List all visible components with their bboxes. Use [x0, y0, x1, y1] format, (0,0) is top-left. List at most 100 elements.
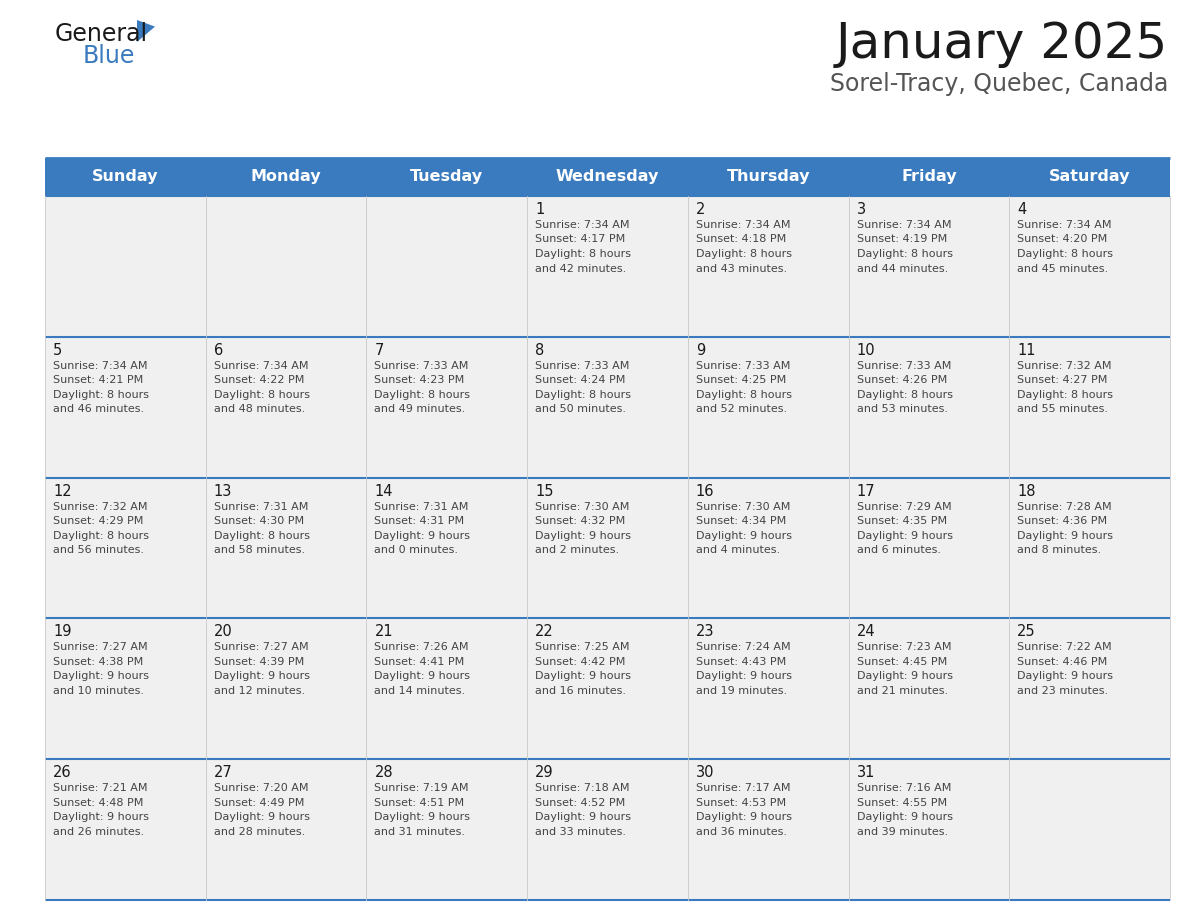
Bar	[1010, 619, 1170, 759]
Text: and 50 minutes.: and 50 minutes.	[535, 404, 626, 414]
Bar	[206, 477, 366, 619]
Text: Tuesday: Tuesday	[410, 170, 484, 185]
Text: Sunrise: 7:34 AM: Sunrise: 7:34 AM	[1017, 220, 1112, 230]
Text: and 42 minutes.: and 42 minutes.	[535, 263, 626, 274]
Text: Daylight: 8 hours: Daylight: 8 hours	[535, 249, 631, 259]
Text: Sunset: 4:43 PM: Sunset: 4:43 PM	[696, 657, 786, 666]
Text: Sunrise: 7:33 AM: Sunrise: 7:33 AM	[374, 361, 469, 371]
Bar	[527, 477, 688, 619]
Text: Sunset: 4:34 PM: Sunset: 4:34 PM	[696, 516, 786, 526]
Text: Daylight: 8 hours: Daylight: 8 hours	[374, 390, 470, 400]
Text: and 12 minutes.: and 12 minutes.	[214, 686, 305, 696]
Text: Sunrise: 7:31 AM: Sunrise: 7:31 AM	[214, 501, 308, 511]
Text: Sunrise: 7:27 AM: Sunrise: 7:27 AM	[214, 643, 309, 653]
Text: and 6 minutes.: and 6 minutes.	[857, 545, 941, 555]
Bar	[206, 619, 366, 759]
Text: 11: 11	[1017, 342, 1036, 358]
Text: Thursday: Thursday	[727, 170, 810, 185]
Text: Saturday: Saturday	[1049, 170, 1131, 185]
Text: 19: 19	[53, 624, 71, 640]
Text: and 21 minutes.: and 21 minutes.	[857, 686, 948, 696]
Text: Daylight: 9 hours: Daylight: 9 hours	[53, 671, 148, 681]
Text: Sunrise: 7:31 AM: Sunrise: 7:31 AM	[374, 501, 469, 511]
Text: Sunset: 4:18 PM: Sunset: 4:18 PM	[696, 234, 786, 244]
Text: and 53 minutes.: and 53 minutes.	[857, 404, 948, 414]
Bar	[848, 337, 1010, 477]
Text: Daylight: 9 hours: Daylight: 9 hours	[857, 671, 953, 681]
Text: Daylight: 8 hours: Daylight: 8 hours	[696, 390, 792, 400]
Bar	[206, 759, 366, 900]
Text: 22: 22	[535, 624, 554, 640]
Bar	[366, 619, 527, 759]
Text: 9: 9	[696, 342, 706, 358]
Text: 6: 6	[214, 342, 223, 358]
Text: Sunrise: 7:33 AM: Sunrise: 7:33 AM	[696, 361, 790, 371]
Text: 31: 31	[857, 766, 874, 780]
Text: Sunrise: 7:26 AM: Sunrise: 7:26 AM	[374, 643, 469, 653]
Text: Sunrise: 7:24 AM: Sunrise: 7:24 AM	[696, 643, 790, 653]
Bar	[688, 759, 848, 900]
Text: and 23 minutes.: and 23 minutes.	[1017, 686, 1108, 696]
Text: and 26 minutes.: and 26 minutes.	[53, 827, 144, 836]
Bar	[848, 477, 1010, 619]
Bar	[45, 337, 206, 477]
Polygon shape	[137, 20, 154, 42]
Text: Sunset: 4:23 PM: Sunset: 4:23 PM	[374, 375, 465, 386]
Text: 8: 8	[535, 342, 544, 358]
Text: Sunrise: 7:25 AM: Sunrise: 7:25 AM	[535, 643, 630, 653]
Text: Sunrise: 7:33 AM: Sunrise: 7:33 AM	[857, 361, 950, 371]
Text: January 2025: January 2025	[835, 20, 1168, 68]
Bar	[848, 619, 1010, 759]
Bar	[45, 759, 206, 900]
Text: Sunrise: 7:33 AM: Sunrise: 7:33 AM	[535, 361, 630, 371]
Text: 5: 5	[53, 342, 62, 358]
Text: Sunrise: 7:32 AM: Sunrise: 7:32 AM	[53, 501, 147, 511]
Text: Daylight: 9 hours: Daylight: 9 hours	[535, 812, 631, 823]
Bar	[848, 196, 1010, 337]
Text: Daylight: 8 hours: Daylight: 8 hours	[1017, 249, 1113, 259]
Text: Sunset: 4:19 PM: Sunset: 4:19 PM	[857, 234, 947, 244]
Text: Sunrise: 7:30 AM: Sunrise: 7:30 AM	[535, 501, 630, 511]
Text: 3: 3	[857, 202, 866, 217]
Text: Daylight: 8 hours: Daylight: 8 hours	[535, 390, 631, 400]
Text: and 49 minutes.: and 49 minutes.	[374, 404, 466, 414]
Text: Sunset: 4:52 PM: Sunset: 4:52 PM	[535, 798, 625, 808]
Text: Sunrise: 7:28 AM: Sunrise: 7:28 AM	[1017, 501, 1112, 511]
Bar	[45, 196, 206, 337]
Text: 29: 29	[535, 766, 554, 780]
Text: Sunset: 4:29 PM: Sunset: 4:29 PM	[53, 516, 144, 526]
Bar	[688, 337, 848, 477]
Bar	[366, 759, 527, 900]
Text: Sunset: 4:55 PM: Sunset: 4:55 PM	[857, 798, 947, 808]
Text: Sunset: 4:20 PM: Sunset: 4:20 PM	[1017, 234, 1107, 244]
Text: 14: 14	[374, 484, 393, 498]
Text: Monday: Monday	[251, 170, 322, 185]
Text: 4: 4	[1017, 202, 1026, 217]
Text: Daylight: 8 hours: Daylight: 8 hours	[857, 390, 953, 400]
Text: and 56 minutes.: and 56 minutes.	[53, 545, 144, 555]
Text: 18: 18	[1017, 484, 1036, 498]
Text: 7: 7	[374, 342, 384, 358]
Text: Sunset: 4:26 PM: Sunset: 4:26 PM	[857, 375, 947, 386]
Text: Sunset: 4:38 PM: Sunset: 4:38 PM	[53, 657, 144, 666]
Text: 10: 10	[857, 342, 876, 358]
Text: and 55 minutes.: and 55 minutes.	[1017, 404, 1108, 414]
Text: Daylight: 9 hours: Daylight: 9 hours	[857, 531, 953, 541]
Bar	[848, 158, 1010, 196]
Text: 26: 26	[53, 766, 71, 780]
Text: Daylight: 9 hours: Daylight: 9 hours	[535, 671, 631, 681]
Text: and 36 minutes.: and 36 minutes.	[696, 827, 786, 836]
Bar	[848, 759, 1010, 900]
Text: Sunset: 4:36 PM: Sunset: 4:36 PM	[1017, 516, 1107, 526]
Text: and 8 minutes.: and 8 minutes.	[1017, 545, 1101, 555]
Text: and 4 minutes.: and 4 minutes.	[696, 545, 781, 555]
Text: Sunrise: 7:34 AM: Sunrise: 7:34 AM	[53, 361, 147, 371]
Text: Sorel-Tracy, Quebec, Canada: Sorel-Tracy, Quebec, Canada	[829, 72, 1168, 96]
Text: 20: 20	[214, 624, 233, 640]
Text: Sunrise: 7:22 AM: Sunrise: 7:22 AM	[1017, 643, 1112, 653]
Text: and 14 minutes.: and 14 minutes.	[374, 686, 466, 696]
Text: and 45 minutes.: and 45 minutes.	[1017, 263, 1108, 274]
Text: and 46 minutes.: and 46 minutes.	[53, 404, 144, 414]
Text: and 2 minutes.: and 2 minutes.	[535, 545, 619, 555]
Text: Daylight: 9 hours: Daylight: 9 hours	[214, 812, 310, 823]
